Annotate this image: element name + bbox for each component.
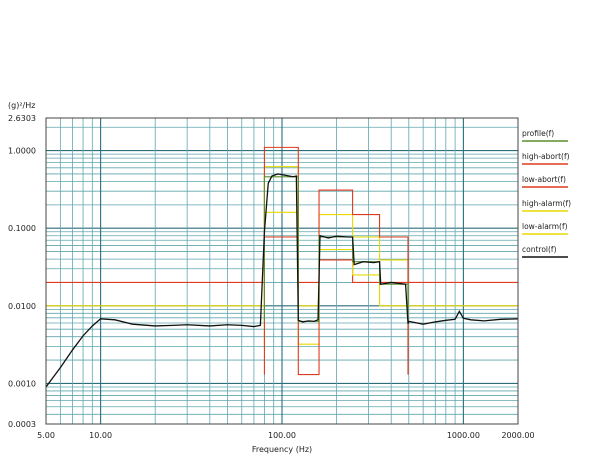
y-tick-label: 0.0010 (8, 379, 36, 388)
series-control-line (45, 173, 519, 388)
legend-label-low-alarm: low-alarm(f) (522, 222, 568, 231)
y-tick-label: 0.0003 (8, 420, 36, 429)
x-tick-labels: 5.00 10.00 100.00 1000.00 2000.00 (37, 431, 534, 440)
series-layer (45, 146, 519, 388)
legend-label-high-alarm: high-alarm(f) (522, 199, 571, 208)
legend-label-profile: profile(f) (522, 129, 554, 138)
x-tick-label: 2000.00 (501, 431, 534, 440)
x-tick-label: 1000.00 (447, 431, 480, 440)
y-tick-label: 0.1000 (8, 224, 36, 233)
y-tick-label: 0.0100 (8, 302, 36, 311)
plot-frame (45, 117, 519, 425)
x-tick-label: 5.00 (37, 431, 55, 440)
x-tick-label: 100.00 (268, 431, 296, 440)
x-axis-label: Frequency (Hz) (252, 445, 312, 454)
x-gridlines (59, 118, 464, 424)
series-high-alarm-line (263, 166, 409, 345)
y-tick-label: 1.0000 (8, 147, 36, 156)
y-axis-label: (g)²/Hz (8, 101, 35, 110)
legend-label-control: control(f) (522, 245, 557, 254)
legend-label-high-abort: high-abort(f) (522, 152, 570, 161)
series-high-abort-line (263, 146, 409, 376)
x-tick-label: 10.00 (89, 431, 112, 440)
y-tick-labels: 2.6303 1.0000 0.1000 0.0100 0.0010 0.0003 (8, 114, 36, 429)
y-tick-label: 2.6303 (8, 114, 36, 123)
legend: profile(f) high-abort(f) low-abort(f) high-… (522, 129, 571, 258)
legend-label-low-abort: low-abort(f) (522, 175, 566, 184)
